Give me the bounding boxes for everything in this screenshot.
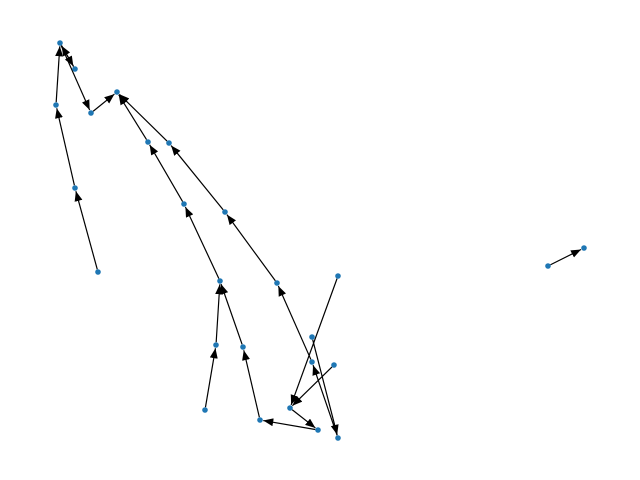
node-n13 [213, 342, 219, 348]
edge-n5-n4 [74, 191, 98, 270]
node-n21 [315, 427, 321, 433]
edge-n10-n9 [170, 145, 224, 211]
node-n19 [335, 435, 341, 441]
node-n25 [545, 263, 551, 269]
edge-n23-n19 [312, 339, 339, 435]
node-n8 [145, 139, 151, 145]
node-n9 [166, 140, 172, 146]
node-n18 [309, 359, 315, 365]
node-n17 [257, 417, 263, 423]
edge-n1-n6 [60, 45, 91, 111]
node-n16 [202, 407, 208, 413]
node-n24 [335, 273, 341, 279]
nodes-layer [53, 40, 587, 441]
edge-n3-n1 [55, 46, 64, 103]
edge-n6-n7 [92, 93, 115, 112]
node-n4 [72, 185, 78, 191]
edge-n22-n20 [291, 366, 333, 407]
node-n6 [88, 110, 94, 116]
node-n7 [114, 89, 120, 95]
edge-n24-n20 [290, 278, 338, 406]
node-n1 [57, 40, 63, 46]
node-n2 [72, 66, 78, 72]
edge-n21-n17 [263, 418, 316, 431]
node-n10 [222, 209, 228, 215]
edges-layer [55, 45, 582, 436]
edge-n16-n13 [204, 348, 218, 408]
node-n20 [287, 405, 293, 411]
edge-n25-n26 [550, 248, 582, 266]
node-n14 [274, 280, 280, 286]
edge-n15-n12 [220, 283, 243, 345]
node-n15 [240, 344, 246, 350]
edge-n2-n1 [61, 45, 75, 67]
edge-n13-n12 [215, 284, 224, 343]
node-n26 [581, 245, 587, 251]
edge-n12-n11 [184, 206, 220, 279]
edge-n4-n3 [55, 108, 75, 186]
edge-n8-n7 [118, 94, 148, 140]
node-n12 [217, 278, 223, 284]
edge-n17-n15 [242, 350, 260, 418]
edge-n20-n21 [291, 409, 316, 429]
node-n11 [181, 201, 187, 207]
edge-n19-n18 [312, 364, 338, 436]
edge-n14-n10 [226, 214, 276, 282]
edge-n18-n14 [277, 285, 312, 360]
node-n23 [309, 334, 315, 340]
node-n5 [95, 269, 101, 275]
node-n22 [331, 362, 337, 368]
node-n3 [53, 102, 59, 108]
edge-n11-n8 [149, 144, 184, 202]
